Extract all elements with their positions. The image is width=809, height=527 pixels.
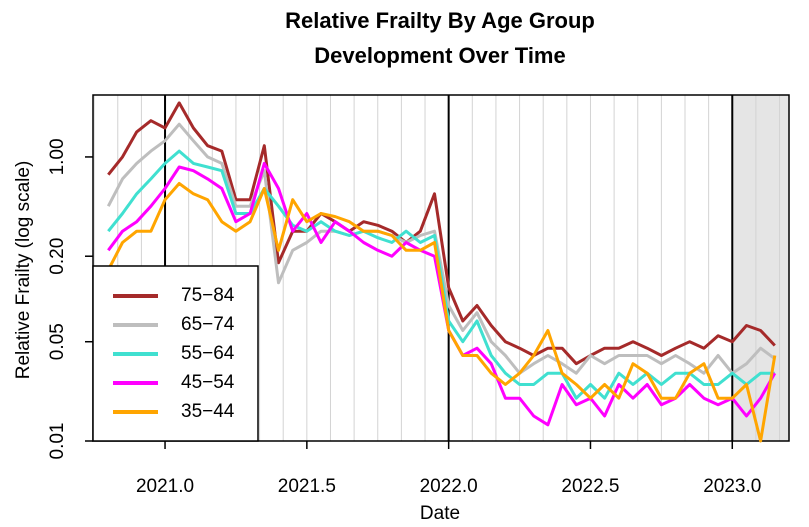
y-tick-label: 0.05 (47, 323, 68, 360)
legend-label: 55−64 (181, 343, 235, 364)
legend-label: 45−54 (181, 372, 235, 393)
legend-label: 75−84 (181, 285, 235, 306)
x-tick-label: 2022.0 (420, 476, 478, 497)
series-line (106, 182, 777, 443)
legend-label: 35−44 (181, 401, 235, 422)
x-tick-label: 2021.0 (136, 476, 194, 497)
y-axis-label: Relative Frailty (log scale) (13, 161, 34, 380)
y-tick-label: 0.20 (47, 238, 68, 275)
legend-label: 65−74 (181, 314, 235, 335)
x-tick-label: 2021.5 (278, 476, 336, 497)
series-line (106, 122, 776, 375)
chart-title: Relative Frailty By Age Group (285, 8, 595, 33)
chart-subtitle: Development Over Time (314, 43, 565, 68)
x-axis-label: Date (420, 503, 460, 524)
y-tick-label: 1.00 (47, 138, 68, 175)
x-tick-label: 2022.5 (561, 476, 619, 497)
series-line (107, 101, 776, 366)
x-tick-label: 2023.0 (703, 476, 761, 497)
y-tick-label: 0.01 (47, 423, 68, 460)
